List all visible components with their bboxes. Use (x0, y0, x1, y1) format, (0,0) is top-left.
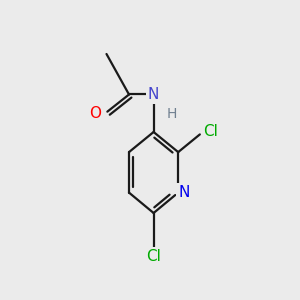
Text: Cl: Cl (146, 249, 161, 264)
Text: N: N (178, 185, 190, 200)
Text: Cl: Cl (203, 124, 218, 140)
Text: N: N (148, 87, 159, 102)
Text: H: H (167, 107, 177, 121)
Text: O: O (89, 106, 101, 122)
